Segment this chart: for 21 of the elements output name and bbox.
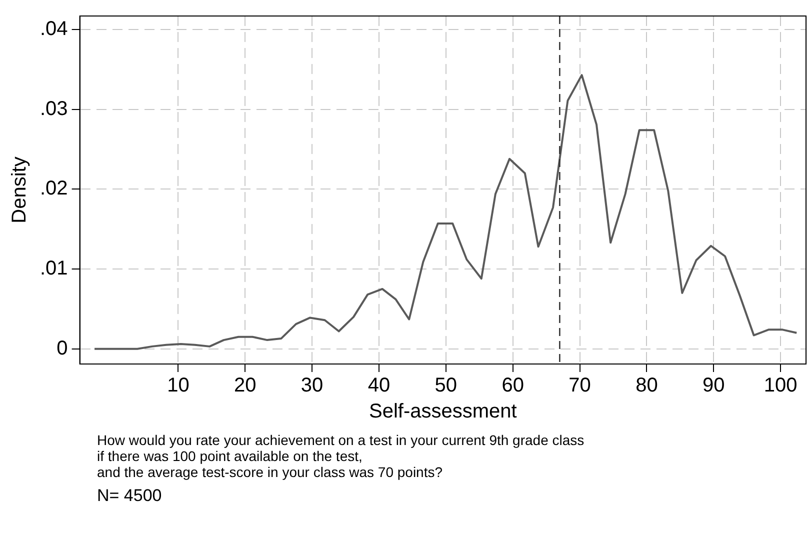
y-tick-label: .04 bbox=[40, 18, 68, 40]
text: N= 4500 bbox=[97, 486, 163, 505]
x-tick-label: 80 bbox=[636, 374, 658, 397]
y-tick-label: .03 bbox=[40, 98, 68, 120]
y-tick-label: 0 bbox=[56, 337, 68, 360]
x-tick-label: 90 bbox=[702, 374, 725, 397]
x-tick-label: 70 bbox=[568, 374, 591, 397]
x-tick-label: 10 bbox=[167, 374, 190, 397]
text: and the average test-score in your class was 70 points? bbox=[97, 464, 444, 480]
x-tick-label: 60 bbox=[502, 374, 524, 397]
text: if there was 100 point available on the test, bbox=[97, 448, 364, 464]
y-tick-label: .02 bbox=[40, 178, 68, 200]
x-tick-label: 50 bbox=[434, 374, 458, 397]
x-tick-label: 100 bbox=[764, 374, 798, 397]
x-axis-title: Self-assessment bbox=[368, 400, 518, 423]
y-axis-title: Density bbox=[8, 156, 31, 224]
text: How would you rate your achievement on a test in your current 9th grade class bbox=[97, 432, 584, 448]
y-tick-label: .01 bbox=[40, 258, 68, 280]
x-tick-label: 20 bbox=[234, 374, 256, 397]
x-tick-label: 40 bbox=[368, 374, 390, 397]
x-tick-label: 30 bbox=[300, 374, 324, 397]
